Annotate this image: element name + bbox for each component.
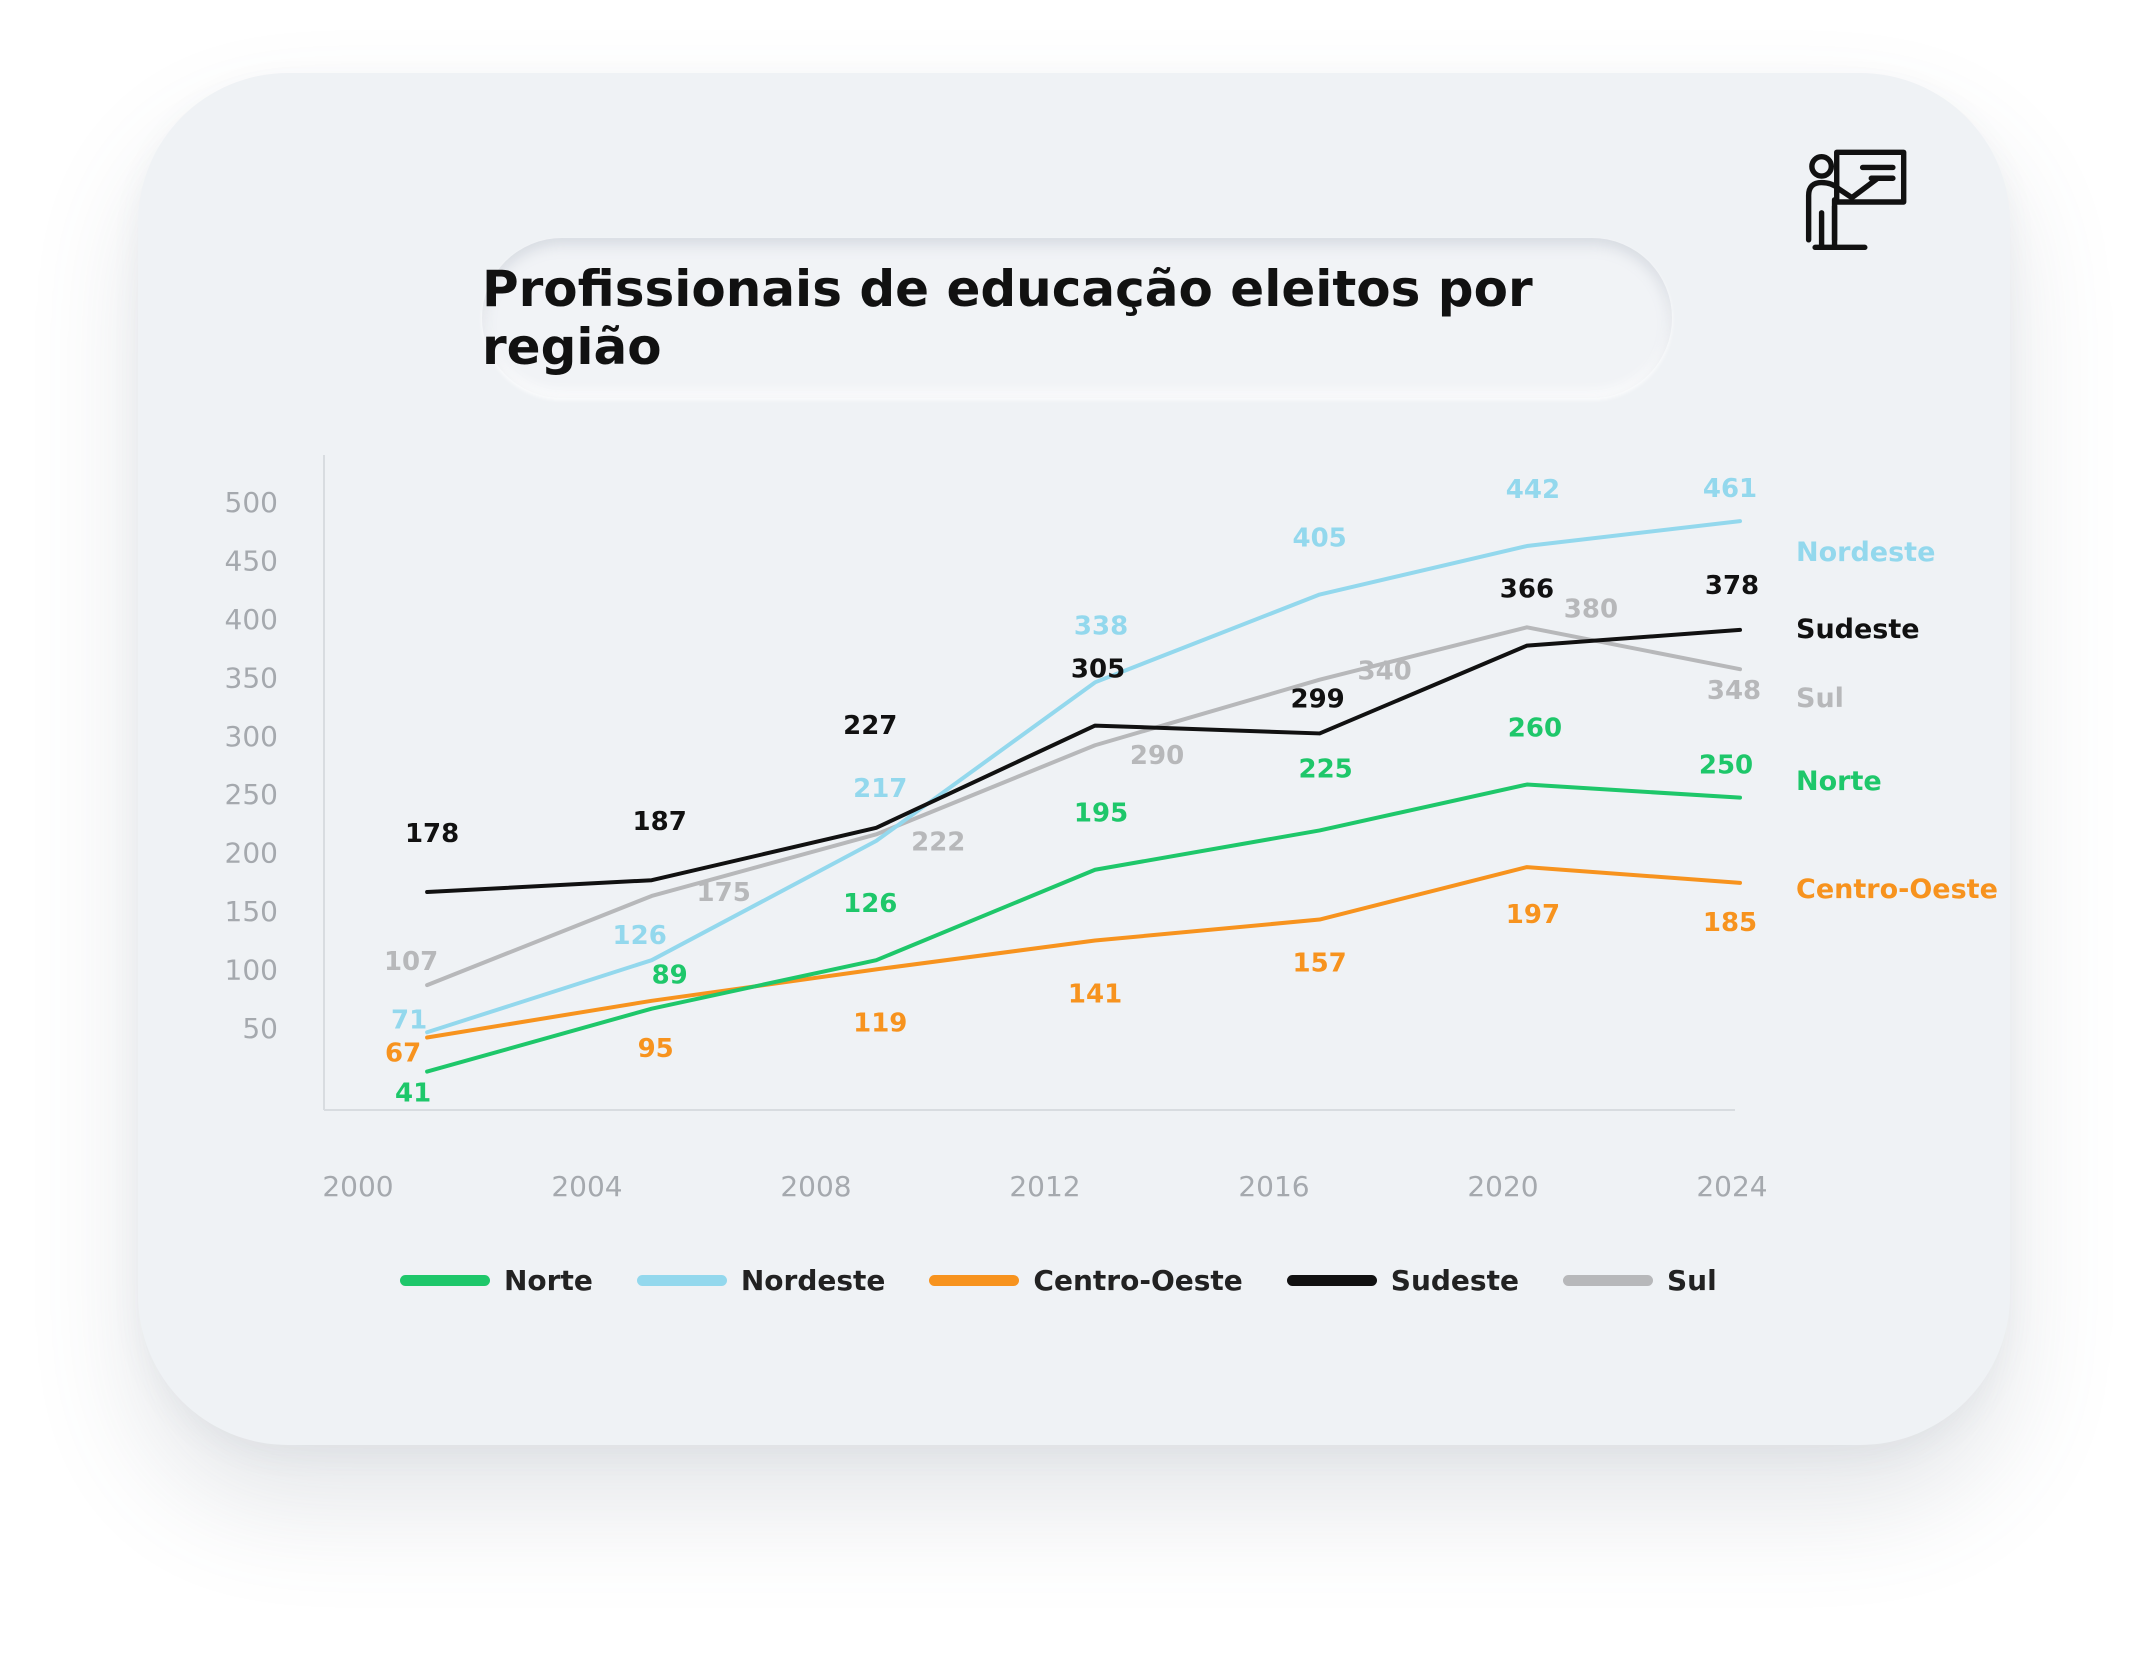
legend-label: Centro-Oeste (1033, 1263, 1243, 1297)
data-label: 378 (1705, 571, 1759, 601)
data-label: 442 (1506, 475, 1560, 505)
legend-item: Sul (1562, 1263, 1717, 1297)
legend-swatch (929, 1274, 1020, 1286)
data-label: 157 (1293, 949, 1347, 979)
legend-swatch (400, 1274, 490, 1286)
data-label: 380 (1564, 594, 1618, 624)
legend-swatch (636, 1274, 727, 1286)
data-label: 338 (1074, 611, 1128, 641)
data-label: 89 (652, 961, 688, 991)
legend-item: Centro-Oeste (929, 1263, 1243, 1297)
legend-swatch (1286, 1274, 1377, 1286)
y-tick-label: 300 (225, 720, 278, 753)
data-label: 141 (1068, 980, 1122, 1010)
data-label: 71 (391, 1005, 427, 1035)
data-label: 175 (697, 878, 751, 908)
data-label: 250 (1699, 751, 1753, 781)
data-label: 67 (385, 1039, 421, 1069)
legend-label: Sudeste (1390, 1263, 1519, 1297)
series-end-label: Norte (1796, 766, 1882, 797)
data-label: 197 (1506, 900, 1560, 930)
data-label: 185 (1703, 908, 1757, 938)
data-label: 299 (1291, 684, 1345, 714)
data-label: 340 (1358, 657, 1412, 687)
series-end-label: Centro-Oeste (1796, 874, 1998, 905)
y-tick-label: 400 (225, 603, 278, 636)
data-label: 405 (1293, 524, 1347, 554)
series-end-label: Sudeste (1796, 614, 1920, 645)
chart-title: Profissionais de educação eleitos por re… (482, 260, 1533, 376)
series-line-norte (425, 782, 1742, 1074)
data-label: 126 (843, 889, 897, 919)
data-label: 305 (1071, 655, 1125, 685)
x-tick-label: 2012 (1009, 1170, 1080, 1203)
y-tick-label: 500 (225, 486, 278, 519)
x-tick-label: 2024 (1696, 1170, 1767, 1203)
data-label: 187 (633, 807, 687, 837)
series-end-label: Nordeste (1796, 537, 1935, 568)
data-label: 227 (843, 711, 897, 741)
y-tick-label: 150 (225, 895, 278, 928)
data-label: 461 (1703, 474, 1757, 504)
data-label: 290 (1130, 741, 1184, 771)
legend-item: Norte (400, 1264, 593, 1297)
y-tick-label: 50 (242, 1012, 278, 1045)
series-end-label: Sul (1796, 683, 1844, 714)
data-label: 222 (911, 827, 965, 857)
data-label: 178 (405, 819, 459, 849)
data-label: 195 (1074, 799, 1128, 829)
data-label: 107 (384, 947, 438, 977)
legend-item: Sudeste (1286, 1263, 1519, 1297)
x-tick-label: 2008 (780, 1170, 851, 1203)
data-label: 225 (1299, 754, 1353, 784)
data-label: 348 (1707, 676, 1761, 706)
series-line-sudeste (425, 627, 1742, 895)
data-label: 126 (613, 921, 667, 951)
title-pill: Profissionais de educação eleitos por re… (482, 238, 1672, 398)
data-label: 95 (638, 1034, 674, 1064)
legend-swatch (1562, 1274, 1653, 1286)
x-tick-label: 2004 (551, 1170, 622, 1203)
x-tick-label: 2016 (1238, 1170, 1309, 1203)
x-tick-label: 2000 (322, 1170, 393, 1203)
data-label: 217 (853, 774, 907, 804)
legend-label: Sul (1666, 1263, 1717, 1297)
series-line-nordeste (425, 519, 1742, 1035)
data-label: 260 (1508, 714, 1562, 744)
series-line-sul (425, 625, 1742, 988)
teacher-presentation-icon (1805, 149, 1907, 251)
data-label: 366 (1500, 575, 1554, 605)
y-tick-label: 100 (225, 954, 278, 987)
series-line-centro-oeste (425, 865, 1742, 1040)
legend-item: Nordeste (636, 1263, 886, 1297)
data-label: 119 (853, 1008, 907, 1038)
y-tick-label: 450 (225, 544, 278, 577)
y-tick-label: 250 (225, 778, 278, 811)
x-tick-label: 2020 (1467, 1170, 1538, 1203)
legend-label: Nordeste (740, 1263, 886, 1297)
legend: Norte Nordeste Centro-Oeste Sudeste Sul (400, 1255, 1761, 1305)
data-label: 41 (395, 1079, 431, 1109)
y-tick-label: 350 (225, 661, 278, 694)
legend-label: Norte (504, 1263, 593, 1297)
y-tick-label: 200 (225, 837, 278, 870)
